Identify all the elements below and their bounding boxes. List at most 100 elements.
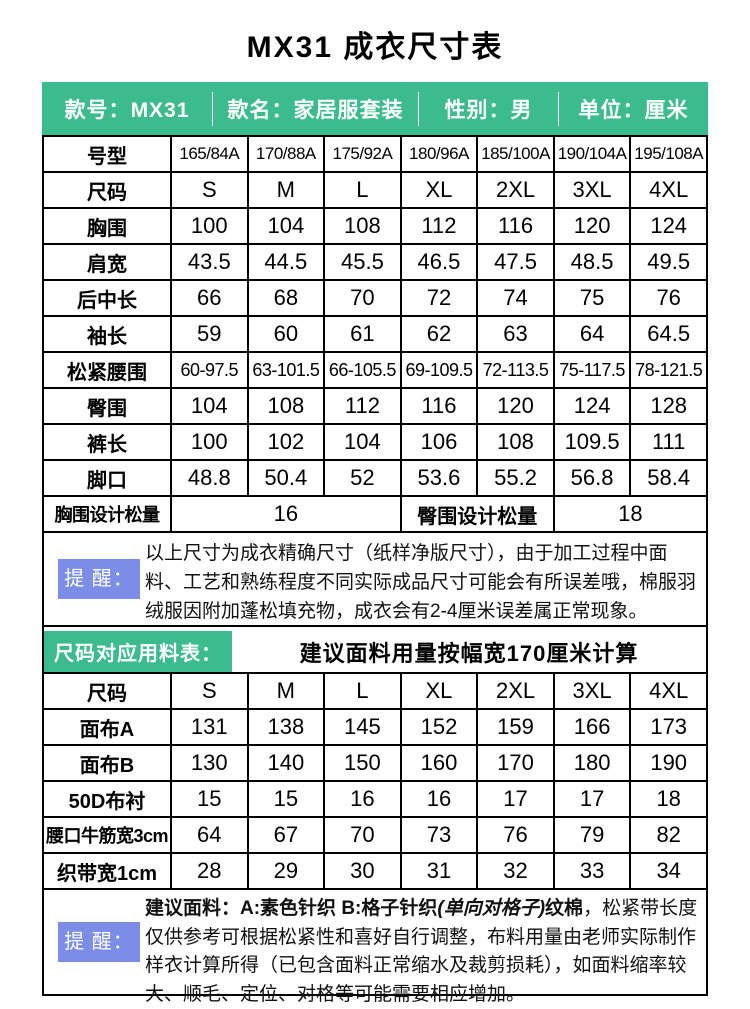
row-label: 面布B [42, 744, 172, 782]
cell: XL [399, 171, 479, 209]
row-label: 袖长 [42, 315, 172, 353]
cell: 120 [476, 387, 555, 425]
row-label: 裤长 [42, 423, 172, 461]
cell: 33 [552, 852, 632, 890]
cell-chest-ease: 16 [170, 495, 402, 533]
cell: 70 [323, 279, 402, 317]
cell: 3XL [552, 672, 632, 710]
table-row-haoxing: 号型 165/84A 170/88A 175/92A 180/96A 185/1… [42, 135, 708, 173]
cell: 3XL [552, 171, 632, 209]
table-row-sleeve: 袖长 59 60 61 62 63 64 64.5 [42, 315, 708, 353]
table-row-size: 尺码 S M L XL 2XL 3XL 4XL [42, 171, 708, 209]
cell: 104 [170, 387, 249, 425]
row-label: 腰口牛筋宽3cm [42, 816, 172, 854]
row-label: 尺码 [42, 672, 172, 710]
table-row-legopening: 脚口 48.8 50.4 52 53.6 55.2 56.8 58.4 [42, 459, 708, 497]
cell: 74 [476, 279, 555, 317]
notice-box-fabric: 提 醒： 建议面料：A:素色针织 B:格子针织(单向对格子)纹棉，松紧带长度仅供… [42, 890, 708, 1005]
cell: 34 [629, 852, 708, 890]
cell: 124 [552, 387, 632, 425]
cell: 73 [399, 816, 479, 854]
cell: 64 [170, 816, 249, 854]
cell: 185/100A [476, 135, 555, 173]
info-value-gender: 男 [510, 98, 533, 122]
info-item-unit: 单位：厘米 [559, 82, 708, 135]
cell: 145 [323, 708, 402, 746]
cell: 159 [476, 708, 555, 746]
cell: 82 [629, 816, 708, 854]
row-label: 织带宽1cm [42, 852, 172, 890]
info-bar: 款号：MX31 款名：家居服套装 性别：男 单位：厘米 [42, 82, 708, 135]
cell: 47.5 [476, 243, 555, 281]
cell: 150 [323, 744, 402, 782]
notice-text: 建议面料：A:素色针织 B:格子针织(单向对格子)纹棉，松紧带长度仅供参考可根据… [145, 890, 702, 1009]
cell: 17 [476, 780, 555, 818]
cell: 104 [323, 423, 402, 461]
cell: 138 [246, 708, 326, 746]
cell: 18 [629, 780, 708, 818]
table-row-elasticwaist: 松紧腰围 60-97.5 63-101.5 66-105.5 69-109.5 … [42, 351, 708, 389]
cell: XL [399, 672, 479, 710]
cell: 76 [629, 279, 708, 317]
info-value-name: 家居服套装 [293, 98, 404, 122]
cell: 63-101.5 [246, 351, 326, 389]
cell: 160 [399, 744, 479, 782]
table-row-waist-elastic: 腰口牛筋宽3cm 64 67 70 73 76 79 82 [42, 816, 708, 854]
row-label: 50D布衬 [42, 780, 172, 818]
info-value-unit: 厘米 [644, 98, 689, 122]
info-label-name: 款名： [227, 98, 294, 122]
row-label: 脚口 [42, 459, 172, 497]
cell: 165/84A [170, 135, 249, 173]
cell: 68 [246, 279, 326, 317]
cell: 48.8 [170, 459, 249, 497]
cell: 180/96A [399, 135, 479, 173]
cell: 30 [323, 852, 402, 890]
cell: 32 [476, 852, 555, 890]
cell: 112 [323, 387, 402, 425]
cell: 195/108A [629, 135, 708, 173]
cell: 44.5 [246, 243, 326, 281]
row-label: 后中长 [42, 279, 172, 317]
cell: 72-113.5 [476, 351, 555, 389]
cell: 45.5 [323, 243, 402, 281]
cell: 170 [476, 744, 555, 782]
info-value-model: MX31 [130, 98, 190, 122]
cell: 31 [399, 852, 479, 890]
content-column: MX31 成衣尺寸表 款号：MX31 款名：家居服套装 性别：男 单位：厘米 号… [42, 0, 709, 1005]
cell: 70 [323, 816, 402, 854]
cell: 53.6 [399, 459, 479, 497]
cell: M [246, 171, 326, 209]
cell: 52 [323, 459, 402, 497]
cell: 49.5 [629, 243, 708, 281]
cell: 170/88A [246, 135, 326, 173]
cell: S [170, 672, 249, 710]
cell: 108 [323, 207, 402, 245]
cell: 66-105.5 [323, 351, 402, 389]
cell: 46.5 [399, 243, 479, 281]
cell: 180 [552, 744, 632, 782]
table-row-chest: 胸围 100 104 108 112 116 120 124 [42, 207, 708, 245]
row-label: 臀围设计松量 [399, 495, 555, 533]
page-title: MX31 成衣尺寸表 [246, 31, 504, 64]
row-label: 松紧腰围 [42, 351, 172, 389]
cell: 2XL [476, 171, 555, 209]
cell: 48.5 [552, 243, 632, 281]
cell: 72 [399, 279, 479, 317]
cell: 50.4 [246, 459, 326, 497]
row-label: 肩宽 [42, 243, 172, 281]
cell: 17 [552, 780, 632, 818]
fabric-section-header: 尺码对应用料表： 建议面料用量按幅宽170厘米计算 [42, 627, 708, 672]
cell: 166 [552, 708, 632, 746]
cell: 29 [246, 852, 326, 890]
info-item-name: 款名：家居服套装 [213, 82, 419, 135]
table-row-pantslength: 裤长 100 102 104 106 108 109.5 111 [42, 423, 708, 461]
cell: 131 [170, 708, 249, 746]
notice-italic-part: (单向对格子) [437, 898, 546, 919]
cell: 2XL [476, 672, 555, 710]
info-label-unit: 单位： [578, 98, 645, 122]
cell: 102 [246, 423, 326, 461]
remind-badge: 提 醒： [58, 559, 140, 599]
notice-bold-lead: 建议面料：A:素色针织 B:格子针织 [145, 898, 438, 919]
cell: 59 [170, 315, 249, 353]
cell: 56.8 [552, 459, 632, 497]
